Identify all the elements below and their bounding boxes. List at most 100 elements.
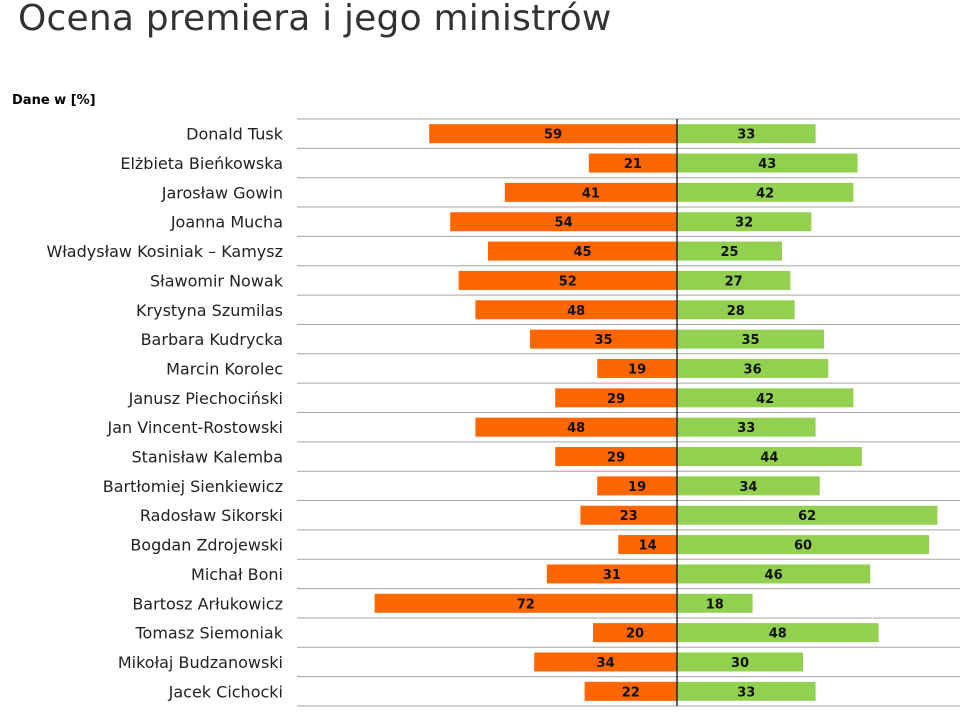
bar-negative xyxy=(450,212,677,232)
bar-negative xyxy=(618,535,677,555)
data-label-negative: 23 xyxy=(620,509,638,524)
bar-negative xyxy=(374,593,677,613)
bar-negative xyxy=(530,329,677,349)
bar-positive xyxy=(677,153,858,173)
category-label: Michał Boni xyxy=(191,565,283,584)
bar-positive xyxy=(677,417,816,437)
data-label-positive: 36 xyxy=(744,362,762,377)
bar-negative xyxy=(458,270,677,290)
bar-positive xyxy=(677,212,812,232)
data-label-positive: 27 xyxy=(725,274,743,289)
bar-negative xyxy=(475,300,677,320)
data-label-positive: 48 xyxy=(769,627,787,642)
data-label-positive: 46 xyxy=(765,568,783,583)
bar-negative xyxy=(580,505,677,525)
data-label-negative: 22 xyxy=(622,685,640,700)
data-label-positive: 33 xyxy=(737,128,755,143)
data-label-negative: 29 xyxy=(607,451,625,466)
data-label-positive: 30 xyxy=(731,656,749,671)
data-label-negative: 52 xyxy=(559,274,577,289)
bar-negative xyxy=(584,681,677,701)
category-label: Jan Vincent-Rostowski xyxy=(107,418,283,437)
data-label-positive: 33 xyxy=(737,685,755,700)
category-label: Donald Tusk xyxy=(186,125,284,144)
bar-positive xyxy=(677,476,820,496)
bar-negative xyxy=(555,447,677,467)
category-label: Bogdan Zdrojewski xyxy=(130,536,283,555)
data-label-positive: 42 xyxy=(756,186,774,201)
category-label: Tomasz Siemoniak xyxy=(134,624,283,643)
bar-negative xyxy=(429,124,677,144)
category-label: Sławomir Nowak xyxy=(150,271,284,290)
category-label: Marcin Korolec xyxy=(166,359,283,378)
data-label-negative: 19 xyxy=(628,362,646,377)
data-label-positive: 33 xyxy=(737,421,755,436)
bar-positive xyxy=(677,505,938,525)
bar-positive xyxy=(677,593,753,613)
data-label-positive: 25 xyxy=(720,245,738,260)
data-label-negative: 48 xyxy=(567,304,585,319)
data-label-negative: 45 xyxy=(573,245,591,260)
bar-positive xyxy=(677,652,803,672)
data-label-positive: 28 xyxy=(727,304,745,319)
bar-negative xyxy=(488,241,677,261)
category-label: Joanna Mucha xyxy=(170,213,283,232)
data-label-negative: 20 xyxy=(626,627,644,642)
data-label-negative: 54 xyxy=(555,216,573,231)
data-label-positive: 42 xyxy=(756,392,774,407)
data-label-negative: 29 xyxy=(607,392,625,407)
bar-negative xyxy=(534,652,677,672)
bar-negative xyxy=(593,623,677,643)
data-label-negative: 19 xyxy=(628,480,646,495)
data-label-positive: 62 xyxy=(798,509,816,524)
data-label-negative: 31 xyxy=(603,568,621,583)
bar-positive xyxy=(677,388,854,408)
category-label: Stanisław Kalemba xyxy=(131,448,283,467)
data-label-negative: 48 xyxy=(567,421,585,436)
data-label-positive: 44 xyxy=(760,451,778,466)
data-label-positive: 18 xyxy=(706,597,724,612)
bar-negative xyxy=(504,182,677,202)
category-label: Mikołaj Budzanowski xyxy=(118,653,283,672)
bar-positive xyxy=(677,300,795,320)
category-label: Janusz Piechociński xyxy=(128,389,283,408)
chart-title: Ocena premiera i jego ministrów xyxy=(18,0,612,39)
bar-positive xyxy=(677,329,824,349)
data-label-negative: 41 xyxy=(582,186,600,201)
bar-positive xyxy=(677,241,782,261)
category-label: Jacek Cichocki xyxy=(168,682,283,701)
bar-positive xyxy=(677,182,854,202)
data-label-negative: 35 xyxy=(594,333,612,348)
category-label: Radosław Sikorski xyxy=(140,506,283,525)
bar-negative xyxy=(597,358,677,378)
bar-positive xyxy=(677,270,791,290)
data-label-negative: 72 xyxy=(517,597,535,612)
data-label-positive: 32 xyxy=(735,216,753,231)
data-label-negative: 14 xyxy=(639,539,657,554)
data-label-positive: 43 xyxy=(758,157,776,172)
bar-negative xyxy=(588,153,677,173)
category-label: Jarosław Gowin xyxy=(161,183,283,202)
category-label: Barbara Kudrycka xyxy=(141,330,283,349)
category-label: Bartosz Arłukowicz xyxy=(132,594,283,613)
bar-negative xyxy=(597,476,677,496)
data-label-negative: 59 xyxy=(544,128,562,143)
data-label-positive: 60 xyxy=(794,539,812,554)
bar-positive xyxy=(677,124,816,144)
bar-positive xyxy=(677,447,862,467)
bar-positive xyxy=(677,681,816,701)
bar-negative xyxy=(546,564,677,584)
category-label: Bartłomiej Sienkiewicz xyxy=(103,477,283,496)
bar-positive xyxy=(677,358,829,378)
bar-positive xyxy=(677,623,879,643)
data-label-positive: 34 xyxy=(739,480,757,495)
data-label-negative: 34 xyxy=(597,656,615,671)
data-label-positive: 35 xyxy=(741,333,759,348)
bar-negative xyxy=(475,417,677,437)
chart-subtitle: Dane w [%] xyxy=(12,93,96,108)
category-label: Władysław Kosiniak – Kamysz xyxy=(46,242,283,261)
category-label: Krystyna Szumilas xyxy=(136,301,283,320)
category-label: Elżbieta Bieńkowska xyxy=(120,154,283,173)
bar-positive xyxy=(677,564,871,584)
